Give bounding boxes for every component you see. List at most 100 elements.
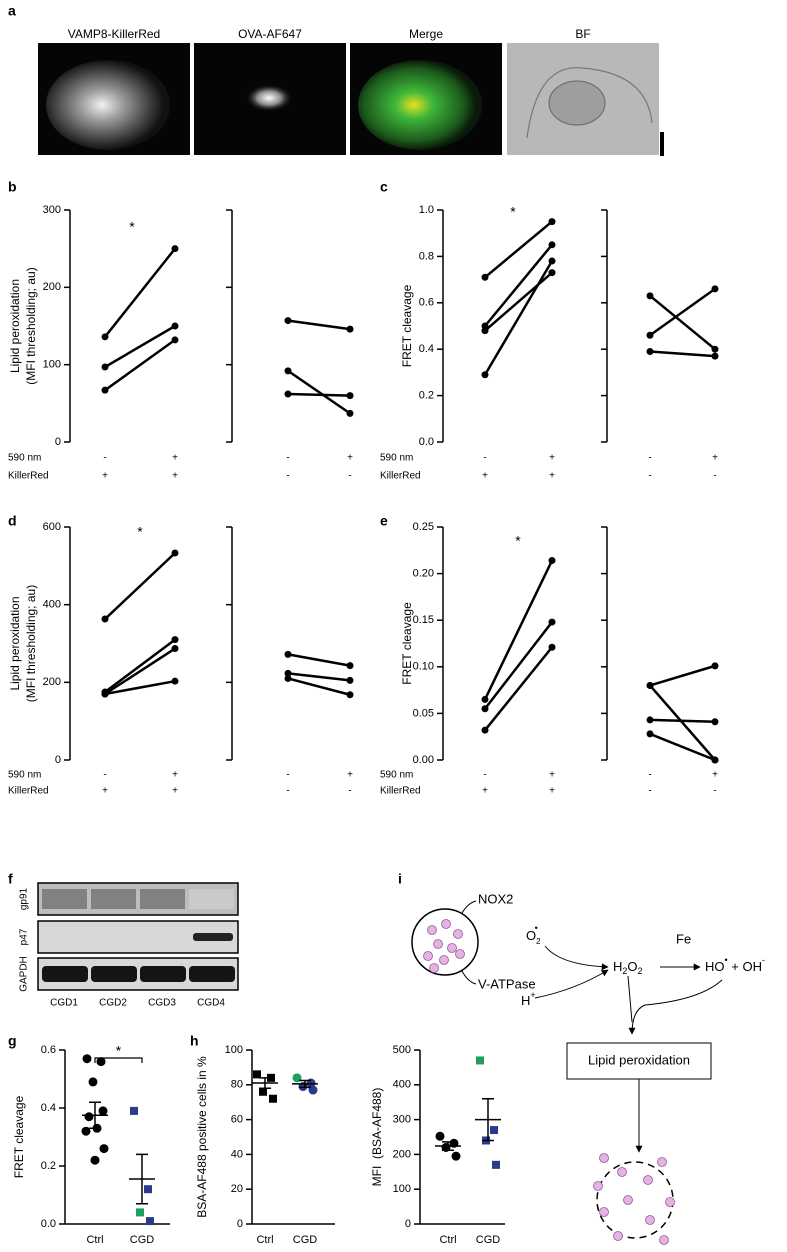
data-point [346, 325, 354, 333]
pair-line [287, 369, 351, 415]
connector [461, 900, 477, 914]
y-tick-label: 600 [43, 521, 61, 533]
x-row-value: + [172, 453, 178, 464]
data-point [711, 718, 719, 726]
y-tick-label: 0.25 [413, 521, 434, 533]
data-point [548, 269, 556, 277]
panel-label: h [190, 1033, 199, 1049]
y-tick-label: 0.6 [41, 1044, 56, 1056]
y-tick-label: 300 [393, 1114, 411, 1126]
x-row-value: - [483, 453, 486, 464]
y-tick-label: 0.8 [419, 250, 434, 262]
superoxide-label: O2 • [526, 923, 541, 946]
x-row-value: - [713, 786, 716, 797]
x-row-value: - [286, 786, 289, 797]
vatpase-label: V-ATPase [478, 976, 536, 991]
nox2-label: NOX2 [478, 891, 513, 906]
data-point [171, 549, 179, 557]
box [566, 1042, 712, 1080]
text-part: HO [705, 959, 725, 974]
data-point [253, 1070, 261, 1079]
data-point [435, 1131, 445, 1141]
hydroxyl-label: HO• + OH- [705, 955, 765, 974]
lane-label: CGD4 [197, 998, 225, 1009]
cell-outline [526, 67, 653, 139]
pair-line [104, 638, 176, 694]
panel-label: i [398, 871, 402, 887]
pair-line [104, 324, 176, 369]
vesicle [447, 943, 457, 953]
data-point [646, 681, 654, 689]
y-tick-label: 500 [393, 1044, 411, 1056]
y-tick-label: 0.4 [419, 343, 434, 355]
pair-line [649, 294, 716, 351]
y-tick-label: 0.15 [413, 614, 434, 626]
y-tick-label: 200 [43, 676, 61, 688]
data-point [481, 371, 489, 379]
vesicle [645, 1215, 655, 1225]
vesicle [659, 1235, 669, 1245]
blot-row-label: GAPDH [19, 956, 30, 992]
y-axis-label: (MFI thresholding; au) [24, 585, 38, 702]
data-point [146, 1217, 154, 1226]
image-title: BF [575, 27, 590, 41]
x-row-value: - [103, 770, 106, 781]
superscript: + [530, 990, 535, 1000]
y-axis-label: BSA-AF488 positive cells in % [195, 1056, 209, 1218]
y-tick-label: 0 [237, 1218, 243, 1230]
y-tick-label: 0.0 [41, 1218, 56, 1230]
vesicle [441, 919, 451, 929]
data-point [171, 636, 179, 644]
x-tick-label: Ctrl [86, 1234, 103, 1246]
x-row-value: + [102, 471, 108, 482]
panel-label: e [380, 513, 388, 529]
cell [358, 60, 482, 150]
data-point [144, 1185, 152, 1194]
subscript: 2 [638, 966, 643, 976]
panel-label: b [8, 179, 17, 195]
pair-line [287, 392, 351, 397]
image-title: VAMP8-KillerRed [68, 27, 160, 41]
error-bar [259, 1077, 271, 1090]
data-point [171, 677, 179, 685]
pair-line [484, 271, 553, 332]
data-point [136, 1208, 144, 1217]
y-tick-label: 0 [405, 1218, 411, 1230]
x-row-value: + [172, 786, 178, 797]
x-row-value: + [347, 453, 353, 464]
y-tick-label: 60 [231, 1114, 243, 1126]
y-tick-label: 0 [55, 754, 61, 766]
data-point [81, 1126, 91, 1136]
x-tick-label: CGD [293, 1234, 318, 1246]
data-point [101, 386, 109, 394]
data-point [481, 327, 489, 335]
error-bar [89, 1101, 101, 1130]
error-bar [299, 1079, 311, 1089]
proton-label: H+ [521, 990, 536, 1008]
x-row-value: - [348, 786, 351, 797]
pair-line [484, 244, 553, 327]
x-row-value: + [549, 471, 555, 482]
error-bar [136, 1153, 148, 1205]
significance: * [137, 524, 143, 540]
band [42, 889, 87, 909]
y-tick-label: 0.0 [419, 436, 434, 448]
pair-line [649, 684, 716, 761]
data-point [548, 257, 556, 265]
cell [548, 80, 606, 126]
data-point [346, 392, 354, 400]
band [189, 889, 234, 909]
pair-line [649, 664, 716, 687]
data-point [548, 218, 556, 226]
vesicle [623, 1195, 633, 1205]
pair-line [287, 677, 351, 696]
x-tick-label: CGD [130, 1234, 155, 1246]
y-axis-label: (MFI thresholding; au) [24, 267, 38, 384]
data-point [99, 1144, 109, 1154]
vesicle [433, 939, 443, 949]
subscript: 2 [536, 937, 541, 946]
data-point [492, 1160, 500, 1169]
y-tick-label: 0.20 [413, 568, 434, 580]
